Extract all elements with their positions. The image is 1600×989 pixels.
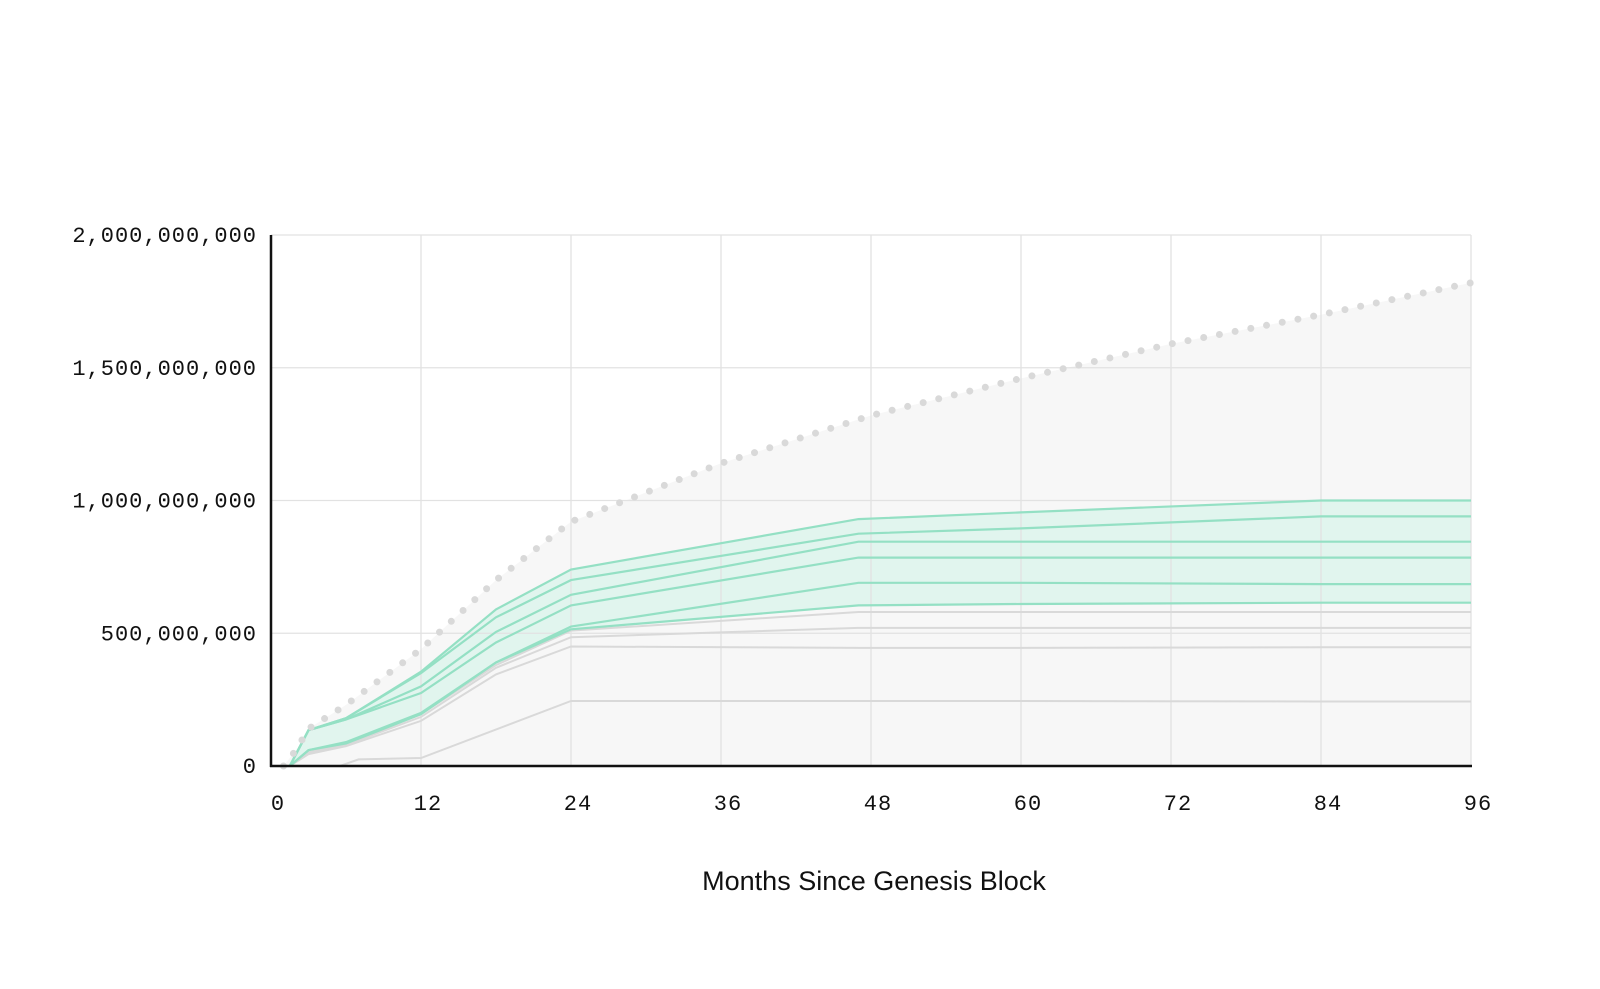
area-fills [283, 282, 1471, 766]
x-tick-labels: 0 12 24 36 48 60 72 84 96 [271, 792, 1492, 817]
y-tick-labels: 0 500,000,000 1,000,000,000 1,500,000,000 2,… [72, 224, 257, 780]
series-line [289, 645, 1471, 767]
x-tick-label: 24 [564, 792, 592, 817]
x-axis-title: Months Since Genesis Block [702, 866, 1046, 896]
series-lines [280, 279, 1475, 770]
x-tick-label: 12 [414, 792, 442, 817]
x-tick-label: 72 [1164, 792, 1192, 817]
series-line [288, 499, 1471, 767]
y-tick-label: 1,000,000,000 [72, 490, 257, 515]
y-tick-label: 0 [243, 755, 257, 780]
x-tick-label: 36 [714, 792, 742, 817]
x-tick-label: 96 [1464, 792, 1492, 817]
gridlines [271, 234, 1472, 766]
x-tick-label: 0 [271, 792, 285, 817]
y-tick-label: 500,000,000 [101, 622, 257, 647]
series-line [280, 279, 1475, 770]
series-line [289, 581, 1471, 767]
axes [269, 235, 1472, 768]
y-tick-label: 1,500,000,000 [72, 357, 257, 382]
x-tick-label: 84 [1314, 792, 1342, 817]
x-tick-label: 48 [864, 792, 892, 817]
x-tick-label: 60 [1014, 792, 1042, 817]
series-line [339, 700, 1471, 767]
y-tick-label: 2,000,000,000 [72, 224, 257, 249]
green-band-area [289, 500, 1471, 766]
series-line [289, 626, 1471, 767]
